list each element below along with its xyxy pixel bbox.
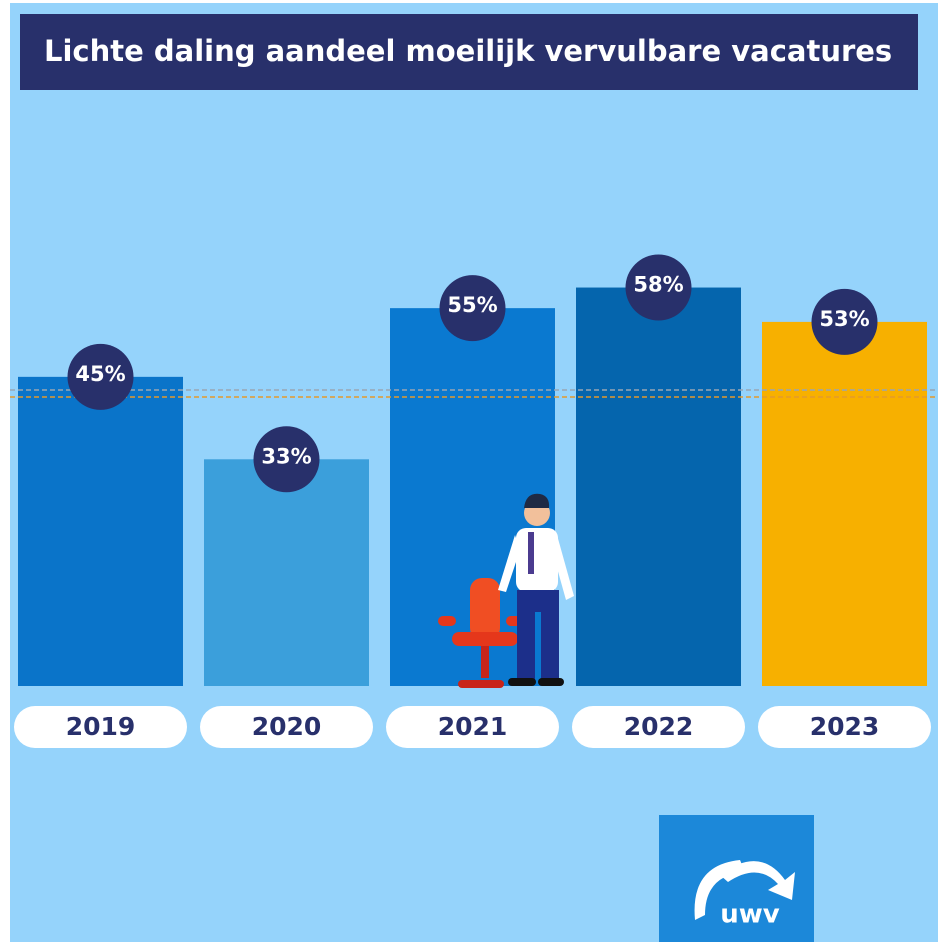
bar	[18, 376, 183, 686]
bar	[576, 287, 741, 686]
x-tick-label: 2019	[66, 712, 136, 741]
value-label: 45%	[75, 362, 125, 386]
value-badge	[625, 254, 692, 321]
category-pill	[200, 706, 373, 748]
category-pill	[386, 706, 559, 748]
logo-arrow	[720, 861, 795, 900]
category-pill	[758, 706, 931, 748]
value-label: 58%	[633, 273, 683, 297]
illustration	[438, 493, 574, 688]
value-label: 53%	[819, 307, 869, 331]
logo-text: uwv	[720, 900, 780, 930]
value-badge	[811, 288, 878, 355]
x-tick-label: 2022	[624, 712, 694, 741]
labels: 45% 2019 33% 2020 55% 2021 58% 2022 53% 2023	[14, 254, 931, 748]
value-badge	[67, 343, 134, 410]
x-tick-label: 2021	[438, 712, 508, 741]
x-tick-label: 2020	[252, 712, 322, 741]
category-pill	[572, 706, 745, 748]
logo-swoosh	[694, 860, 745, 920]
title-box	[20, 14, 918, 90]
value-badge	[253, 426, 320, 493]
value-label: 55%	[447, 293, 497, 317]
bar	[762, 321, 927, 686]
value-label: 33%	[261, 444, 311, 468]
chart-title: Lichte daling aandeel moeilijk vervulbar…	[44, 34, 892, 68]
x-tick-label: 2023	[810, 712, 880, 741]
bar	[204, 459, 369, 686]
category-pill	[14, 706, 187, 748]
value-badge	[439, 275, 506, 342]
